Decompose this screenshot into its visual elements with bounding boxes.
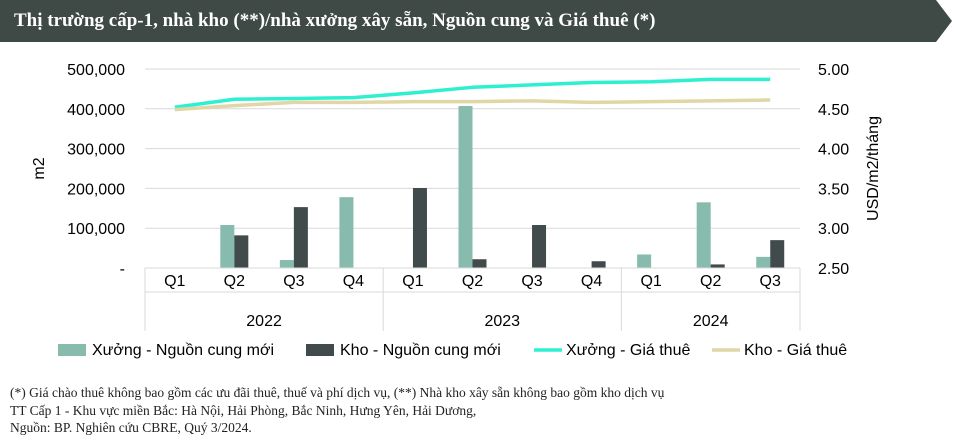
- legend-label: Xưởng - Nguồn cung mới: [92, 342, 274, 359]
- chart: - 100,000 200,000 300,000 400,000 500,000 2.50…: [31, 62, 882, 359]
- y2-axis-title: USD/m2/tháng: [865, 116, 882, 221]
- line-kho-rent: [174, 98, 771, 112]
- y-tick-label: -: [120, 261, 125, 278]
- footnote-2: TT Cấp 1 - Khu vực miền Bắc: Hà Nội, Hải…: [10, 402, 477, 418]
- y-tick-label: 500,000: [67, 62, 125, 79]
- y2-tick-label: 3.00: [818, 221, 849, 238]
- bar-kho-supply: [234, 235, 249, 268]
- y2-tick-label: 3.50: [818, 181, 849, 198]
- bar-xuong-supply: [220, 225, 235, 268]
- bar-xuong-supply: [756, 256, 771, 268]
- x-tick-label: Q1: [640, 273, 661, 290]
- y2-tick-label: 4.00: [818, 142, 849, 159]
- footnotes: (*) Giá chào thuê không bao gồm các ưu đ…: [10, 384, 950, 437]
- x-tick-label: Q3: [283, 273, 304, 290]
- y2-tick-label: 5.00: [818, 62, 849, 79]
- year-label: 2023: [484, 313, 520, 330]
- y2-tick-label: 2.50: [818, 261, 849, 278]
- legend-label: Kho - Giá thuê: [744, 342, 847, 359]
- y-tick-label: 200,000: [67, 181, 125, 198]
- legend-swatch: [58, 344, 86, 356]
- chart-title: Thị trường cấp-1, nhà kho (**)/nhà xưởng…: [14, 10, 656, 31]
- legend-swatch: [306, 344, 334, 356]
- y-tick-label: 300,000: [67, 142, 125, 159]
- bar-xuong-supply: [696, 202, 711, 268]
- y-tick-label: 100,000: [67, 221, 125, 238]
- footnote-3: Nguồn: BP. Nghiên cứu CBRE, Quý 3/2024.: [10, 420, 252, 435]
- bar-xuong-supply: [339, 197, 354, 268]
- bar-kho-supply: [472, 259, 487, 268]
- y-tick-label: 400,000: [67, 102, 125, 119]
- x-tick-label: Q2: [700, 273, 721, 290]
- bar-kho-supply: [532, 225, 547, 268]
- y-axis-title: m2: [31, 157, 48, 179]
- x-tick-label: Q3: [521, 273, 542, 290]
- x-tick-label: Q1: [164, 273, 185, 290]
- bar-kho-supply: [770, 240, 785, 268]
- y2-tick-label: 4.50: [818, 102, 849, 119]
- x-tick-label: Q3: [760, 273, 781, 290]
- bar-kho-supply: [591, 261, 606, 268]
- line-xuong-rent: [174, 77, 771, 109]
- x-tick-label: Q1: [402, 273, 423, 290]
- x-tick-label: Q4: [343, 273, 364, 290]
- bar-kho-supply: [710, 264, 725, 268]
- legend-label: Kho - Nguồn cung mới: [340, 342, 501, 359]
- bar-xuong-supply: [637, 254, 652, 268]
- footnote-1: (*) Giá chào thuê không bao gồm các ưu đ…: [10, 385, 665, 400]
- title-banner: [0, 0, 952, 42]
- legend-label: Xưởng - Giá thuê: [566, 342, 690, 359]
- bar-kho-supply: [412, 188, 427, 268]
- x-tick-label: Q2: [462, 273, 483, 290]
- year-label: 2022: [246, 313, 282, 330]
- bar-kho-supply: [293, 207, 308, 268]
- bar-xuong-supply: [458, 106, 473, 268]
- year-label: 2024: [693, 313, 729, 330]
- x-tick-label: Q4: [581, 273, 602, 290]
- x-tick-label: Q2: [224, 273, 245, 290]
- bar-xuong-supply: [279, 260, 294, 268]
